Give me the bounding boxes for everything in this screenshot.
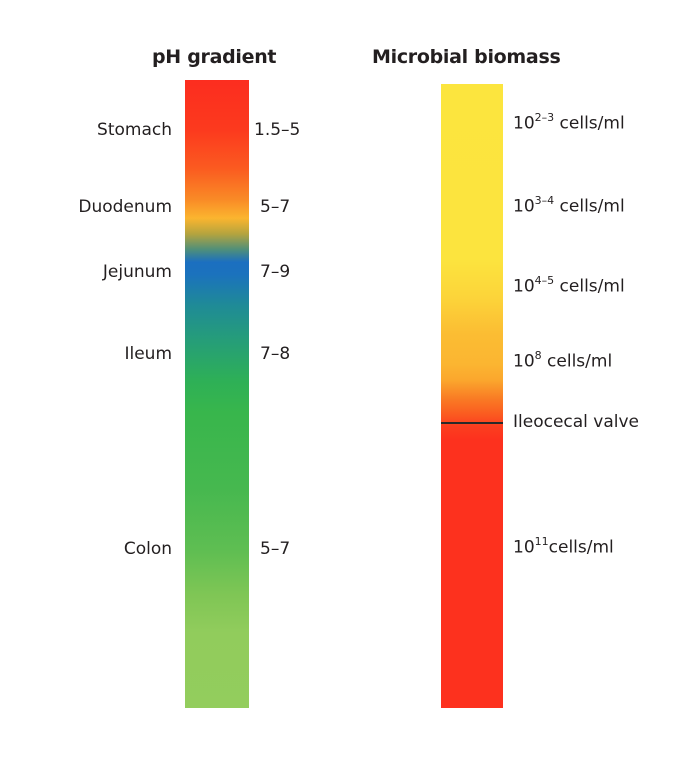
- biomass-gradient-bar: [441, 84, 503, 708]
- biomass-level-3: 104–5 cells/ml: [513, 274, 625, 297]
- ph-value-colon: 5–7: [260, 539, 291, 559]
- region-label-duodenum: Duodenum: [78, 197, 172, 217]
- biomass-level-2: 103–4 cells/ml: [513, 194, 625, 217]
- ph-gradient-title: pH gradient: [152, 46, 277, 68]
- ph-value-stomach: 1.5–5: [254, 120, 301, 140]
- biomass-level-5: 1011cells/ml: [513, 535, 614, 558]
- region-label-stomach: Stomach: [97, 120, 172, 140]
- region-label-colon: Colon: [123, 539, 172, 559]
- ileocecal-valve-line: [441, 422, 503, 424]
- ph-value-duodenum: 5–7: [260, 197, 291, 217]
- biomass-level-1: 102–3 cells/ml: [513, 111, 625, 134]
- microbial-biomass-title: Microbial biomass: [372, 46, 561, 68]
- ph-value-ileum: 7–8: [260, 344, 291, 364]
- biomass-level-4: 108 cells/ml: [513, 349, 613, 372]
- region-label-jejunum: Jejunum: [102, 262, 172, 282]
- ileocecal-valve-label: Ileocecal valve: [513, 412, 640, 432]
- ph-gradient-bar: [185, 80, 249, 708]
- region-label-ileum: Ileum: [124, 344, 172, 364]
- ph-value-jejunum: 7–9: [260, 262, 291, 282]
